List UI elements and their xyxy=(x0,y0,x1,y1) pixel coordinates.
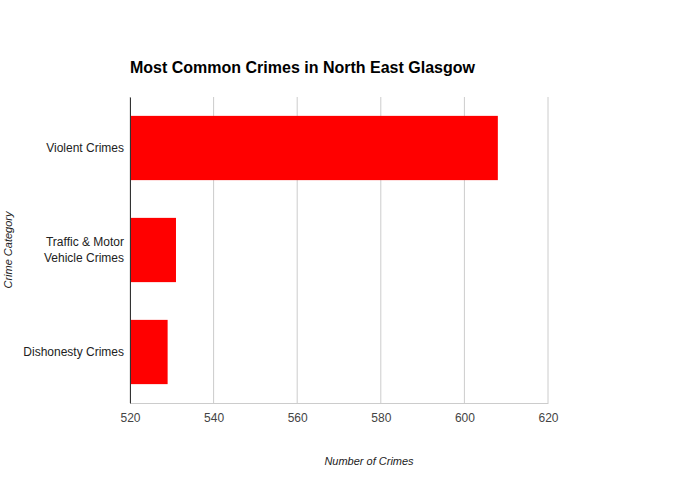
y-tick-label: Violent Crimes xyxy=(46,141,124,155)
x-axis-title: Number of Crimes xyxy=(324,455,414,467)
grid-line xyxy=(130,97,131,403)
x-tick-label: 560 xyxy=(288,411,308,425)
x-tick: 540 xyxy=(204,403,224,425)
x-axis: 520 540 560 580 600 620 xyxy=(120,403,558,425)
bar xyxy=(130,320,168,384)
bar xyxy=(130,116,498,180)
y-tick: Traffic & MotorVehicle Crimes xyxy=(44,235,130,265)
title: Most Common Crimes in North East Glasgow xyxy=(130,59,475,76)
y-tick: Violent Crimes xyxy=(46,141,130,155)
y-axis-title: Crime Category xyxy=(2,210,14,289)
x-axis-line xyxy=(131,403,549,404)
grid xyxy=(130,97,548,403)
x-tick: 560 xyxy=(288,403,308,425)
chart: 520 540 560 580 600 620 Violent Crimes Traffic … xyxy=(0,0,680,500)
x-tick-label: 520 xyxy=(120,411,140,425)
x-tick-label: 600 xyxy=(455,411,475,425)
bar xyxy=(130,218,176,282)
y-axis: Violent Crimes Traffic & MotorVehicle Cri… xyxy=(23,98,130,404)
y-tick-label: Dishonesty Crimes xyxy=(23,345,124,359)
x-tick-label: 620 xyxy=(538,411,558,425)
x-tick-label: 580 xyxy=(371,411,391,425)
y-axis-line xyxy=(130,98,131,404)
x-tick: 520 xyxy=(120,403,140,425)
x-tick: 620 xyxy=(538,403,558,425)
y-tick-label: Traffic & MotorVehicle Crimes xyxy=(44,235,124,265)
grid-line xyxy=(548,97,549,403)
x-tick-label: 540 xyxy=(204,411,224,425)
y-tick: Dishonesty Crimes xyxy=(23,345,130,359)
x-tick: 600 xyxy=(455,403,475,425)
x-tick: 580 xyxy=(371,403,391,425)
bars xyxy=(130,116,498,384)
